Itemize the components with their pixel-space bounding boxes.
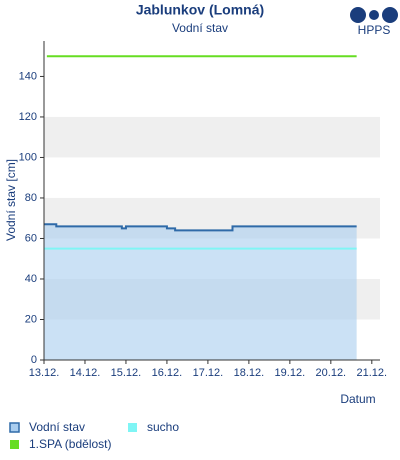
y-tick-label: 0 — [31, 354, 37, 366]
logo-text: HPPS — [358, 23, 391, 37]
legend-label: sucho — [147, 420, 179, 434]
chart-subtitle: Vodní stav — [172, 21, 228, 35]
x-tick-label: 16.12. — [152, 367, 183, 379]
legend-swatch — [9, 422, 20, 433]
y-axis-label: Vodní stav [cm] — [4, 159, 18, 241]
x-tick-label: 20.12. — [316, 367, 347, 379]
logo: HPPS — [350, 7, 398, 37]
legend-label: 1.SPA (bdělost) — [29, 437, 112, 451]
logo-dot — [382, 7, 398, 23]
chart-title: Jablunkov (Lomná) — [136, 2, 264, 18]
x-tick-label: 18.12. — [234, 367, 265, 379]
y-tick-label: 80 — [25, 192, 37, 204]
legend-swatch — [10, 440, 19, 449]
grid-band — [44, 116, 380, 158]
y-tick-label: 100 — [19, 151, 37, 163]
x-tick-label: 21.12. — [357, 367, 388, 379]
logo-dot — [369, 10, 379, 20]
y-tick-label: 20 — [25, 313, 37, 325]
legend-label: Vodní stav — [29, 420, 85, 434]
x-axis-label: Datum — [340, 392, 375, 406]
x-tick-label: 17.12. — [193, 367, 224, 379]
y-tick-label: 40 — [25, 273, 37, 285]
legend-swatch — [128, 423, 137, 432]
y-tick-label: 140 — [19, 70, 37, 82]
x-tick-label: 13.12. — [29, 367, 60, 379]
series-line — [44, 223, 357, 232]
series-area — [44, 224, 357, 360]
x-tick-label: 14.12. — [70, 367, 101, 379]
y-tick-label: 60 — [25, 232, 37, 244]
x-tick-label: 19.12. — [275, 367, 306, 379]
logo-dot — [350, 7, 366, 23]
y-tick-label: 120 — [19, 111, 37, 123]
x-tick-label: 15.12. — [111, 367, 142, 379]
